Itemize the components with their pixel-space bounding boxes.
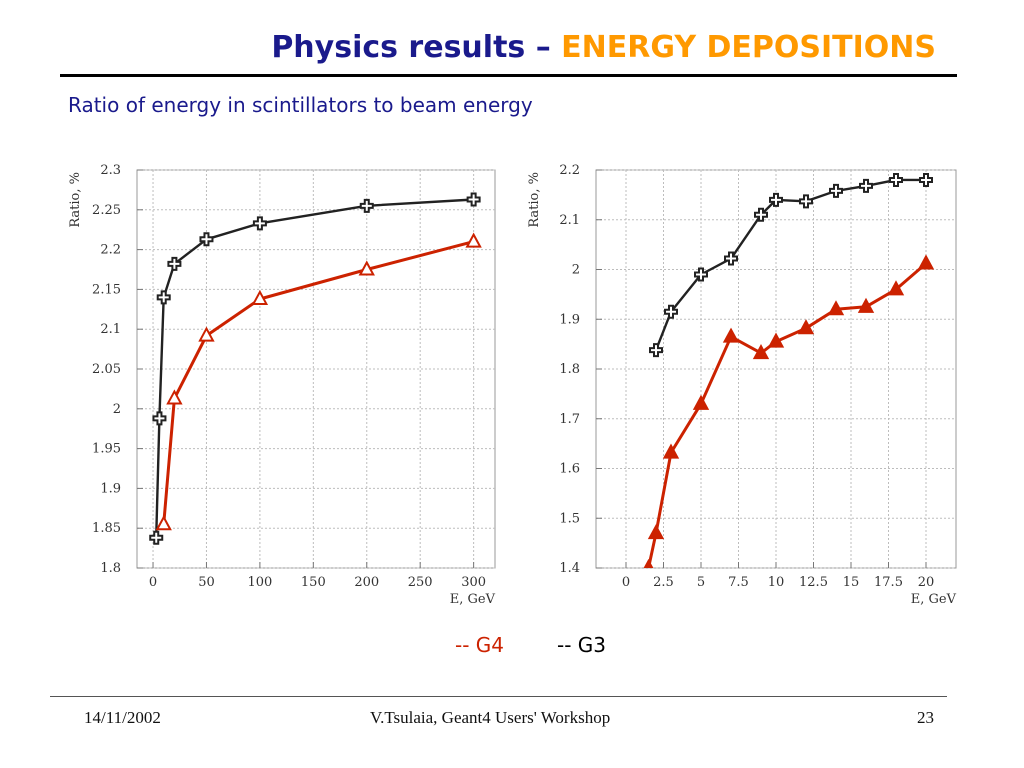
- x-tick-label: 10: [768, 575, 785, 590]
- data-point-g3: [466, 192, 481, 207]
- x-tick-label: 15: [843, 575, 860, 590]
- data-point-g3: [754, 207, 768, 222]
- y-tick-label: 1.7: [559, 412, 580, 427]
- data-point-g4: [465, 232, 482, 248]
- x-tick-label: 50: [198, 575, 215, 590]
- data-point-g4: [752, 343, 770, 360]
- data-point-g3: [769, 192, 783, 207]
- footer-divider: [50, 696, 947, 697]
- x-tick-label: 17.5: [874, 575, 903, 590]
- y-axis-label: Ratio, %: [527, 172, 542, 228]
- slide-title-prefix: Physics results –: [271, 30, 562, 65]
- slide-title-accent: ENERGY DEPOSITIONS: [561, 30, 936, 65]
- data-point-g4: [857, 297, 875, 313]
- chart-right: 1.4 1.5 1.6 1.7 1.8 1.9 2 2.1 2.2 0 2.5 5 7.5 10 12.5 1…: [527, 163, 957, 607]
- series-g4: [155, 232, 482, 531]
- data-point-g3: [664, 304, 678, 319]
- data-point-g4: [917, 254, 935, 270]
- plot-area: [136, 169, 496, 569]
- y-tick-label: 1.4: [559, 561, 580, 576]
- y-tick-label: 1.85: [92, 521, 121, 536]
- y-tick-label: 2.05: [92, 362, 121, 377]
- series-line-g3: [155, 198, 474, 538]
- legend-g4: -- G4: [455, 633, 505, 657]
- data-point-g3: [252, 216, 267, 231]
- x-tick-label: 100: [247, 575, 272, 590]
- x-tick-label: 7.5: [728, 575, 749, 590]
- data-point-g3: [724, 251, 738, 266]
- x-tick-label: 20: [918, 575, 935, 590]
- data-point-g3: [694, 267, 708, 282]
- data-point-g3: [799, 194, 813, 209]
- data-point-g4: [887, 280, 905, 296]
- x-tick-label: 250: [408, 575, 433, 590]
- footer-date: 14/11/2002: [84, 708, 161, 727]
- data-point-g3: [649, 343, 663, 358]
- y-tick-label: 1.95: [92, 442, 121, 457]
- y-tick-label: 2: [113, 402, 121, 417]
- footer-author: V.Tsulaia, Geant4 Users' Workshop: [370, 708, 611, 727]
- data-point-g4: [767, 332, 785, 348]
- footer-page-number: 23: [917, 708, 934, 727]
- legend-g3: -- G3: [557, 633, 607, 657]
- y-tick-label: 1.8: [100, 561, 121, 576]
- data-point-g4: [198, 326, 215, 342]
- y-tick-label: 1.5: [559, 511, 580, 526]
- x-tick-label: 5: [697, 575, 705, 590]
- series-g3: [149, 192, 481, 545]
- y-tick-label: 2.2: [559, 163, 580, 178]
- y-tick-label: 1.8: [559, 362, 580, 377]
- y-tick-label: 1.6: [559, 462, 580, 477]
- x-tick-label: 150: [301, 575, 326, 590]
- title-divider: [60, 74, 957, 77]
- data-point-g4: [358, 260, 375, 276]
- data-point-g4: [662, 443, 680, 459]
- chart-left: 1.8 1.85 1.9 1.95 2 2.05 2.1 2.15 2.2 2.25 2.3 0 50 1…: [68, 163, 496, 607]
- y-tick-label: 1.9: [100, 481, 121, 496]
- slide-subtitle: Ratio of energy in scintillators to beam…: [68, 93, 533, 117]
- y-tick-label: 1.9: [559, 312, 580, 327]
- series-g3: [649, 172, 933, 358]
- data-point-g3: [859, 178, 873, 193]
- y-axis-label: Ratio, %: [68, 172, 83, 228]
- data-point-g3: [199, 232, 214, 247]
- y-tick-label: 2.2: [100, 243, 121, 258]
- data-point-g4: [166, 389, 183, 405]
- series-line-g4: [162, 240, 474, 525]
- y-tick-label: 2.15: [92, 282, 121, 297]
- y-tick-label: 2.1: [559, 213, 580, 228]
- x-tick-label: 0: [622, 575, 630, 590]
- x-tick-label: 200: [354, 575, 379, 590]
- x-tick-label: 0: [149, 575, 157, 590]
- data-point-g4: [155, 515, 172, 531]
- data-point-g3: [152, 411, 167, 426]
- data-point-g3: [167, 256, 182, 271]
- data-point-g4: [251, 289, 269, 305]
- slide-title: Physics results – ENERGY DEPOSITIONS: [271, 30, 936, 65]
- data-point-g3: [156, 290, 171, 305]
- data-point-g3: [149, 530, 164, 545]
- data-point-g4: [722, 327, 740, 343]
- x-axis-label: E, GeV: [450, 592, 496, 607]
- y-tick-label: 2.25: [92, 203, 121, 218]
- data-point-g3: [919, 172, 933, 187]
- data-point-g3: [829, 183, 843, 198]
- y-tick-label: 2.3: [100, 163, 121, 178]
- data-point-g3: [889, 172, 903, 187]
- data-point-g4: [827, 300, 845, 316]
- data-point-g4: [647, 524, 665, 540]
- x-tick-label: 300: [461, 575, 486, 590]
- series-g4: [643, 254, 935, 568]
- x-axis-label: E, GeV: [911, 592, 957, 607]
- x-tick-label: 2.5: [653, 575, 674, 590]
- data-point-g3: [359, 198, 374, 213]
- x-tick-label: 12.5: [799, 575, 828, 590]
- data-point-g4: [797, 319, 815, 335]
- data-point-g4: [692, 394, 710, 410]
- data-point-g4: [643, 558, 654, 568]
- y-tick-label: 2.1: [100, 322, 121, 337]
- y-tick-label: 2: [572, 263, 580, 278]
